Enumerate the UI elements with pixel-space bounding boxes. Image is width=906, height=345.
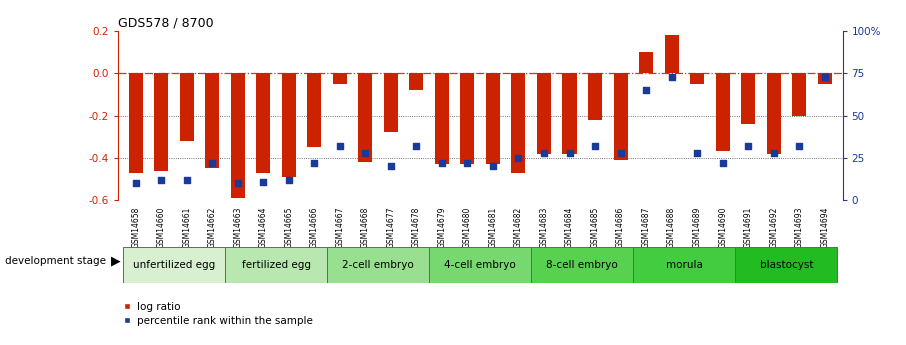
Bar — [537, 73, 551, 154]
Bar — [792, 73, 806, 116]
Point — [689, 150, 704, 156]
Point — [410, 143, 424, 149]
Bar — [716, 73, 729, 151]
Bar — [512, 73, 525, 172]
Point — [511, 155, 525, 161]
Point — [129, 180, 143, 186]
Bar — [563, 73, 576, 154]
Point — [358, 150, 372, 156]
Bar — [333, 73, 347, 84]
Text: fertilized egg: fertilized egg — [242, 260, 311, 270]
Bar — [256, 73, 270, 172]
Point — [486, 164, 500, 169]
Point — [664, 74, 679, 79]
Bar — [327, 247, 429, 283]
Text: 2-cell embryo: 2-cell embryo — [342, 260, 414, 270]
Text: unfertilized egg: unfertilized egg — [133, 260, 215, 270]
Bar — [123, 247, 225, 283]
Point — [792, 143, 806, 149]
Point — [613, 150, 628, 156]
Point — [588, 143, 602, 149]
Point — [230, 180, 245, 186]
Bar — [231, 73, 245, 198]
Bar — [633, 247, 736, 283]
Bar — [531, 247, 633, 283]
Bar — [225, 247, 327, 283]
Text: ▶: ▶ — [111, 255, 120, 268]
Bar — [154, 73, 169, 170]
Point — [741, 143, 756, 149]
Bar — [179, 73, 194, 141]
Text: morula: morula — [666, 260, 703, 270]
Bar — [690, 73, 704, 84]
Text: development stage: development stage — [5, 256, 105, 266]
Bar — [613, 73, 628, 160]
Bar — [435, 73, 448, 164]
Bar — [307, 73, 322, 147]
Point — [179, 177, 194, 183]
Text: 8-cell embryo: 8-cell embryo — [546, 260, 618, 270]
Bar — [639, 52, 653, 73]
Bar — [460, 73, 475, 164]
Point — [435, 160, 449, 166]
Bar — [818, 73, 832, 84]
Point — [154, 177, 169, 183]
Legend: log ratio, percentile rank within the sample: log ratio, percentile rank within the sa… — [123, 302, 313, 326]
Point — [766, 150, 781, 156]
Point — [639, 87, 653, 93]
Bar — [741, 73, 756, 124]
Point — [536, 150, 551, 156]
Bar — [588, 73, 602, 120]
Bar — [410, 73, 423, 90]
Point — [282, 177, 296, 183]
Bar — [486, 73, 500, 164]
Point — [383, 164, 398, 169]
Text: blastocyst: blastocyst — [760, 260, 814, 270]
Point — [460, 160, 475, 166]
Bar — [766, 73, 781, 154]
Point — [307, 160, 322, 166]
Bar — [384, 73, 398, 132]
Bar — [282, 73, 295, 177]
Point — [563, 150, 577, 156]
Point — [333, 143, 347, 149]
Bar — [205, 73, 219, 168]
Point — [716, 160, 730, 166]
Text: GDS578 / 8700: GDS578 / 8700 — [118, 17, 214, 30]
Text: 4-cell embryo: 4-cell embryo — [444, 260, 516, 270]
Bar — [358, 73, 372, 162]
Bar — [736, 247, 837, 283]
Bar — [665, 35, 679, 73]
Point — [817, 74, 832, 79]
Point — [205, 160, 219, 166]
Point — [256, 179, 271, 184]
Bar — [129, 73, 142, 172]
Bar — [429, 247, 531, 283]
